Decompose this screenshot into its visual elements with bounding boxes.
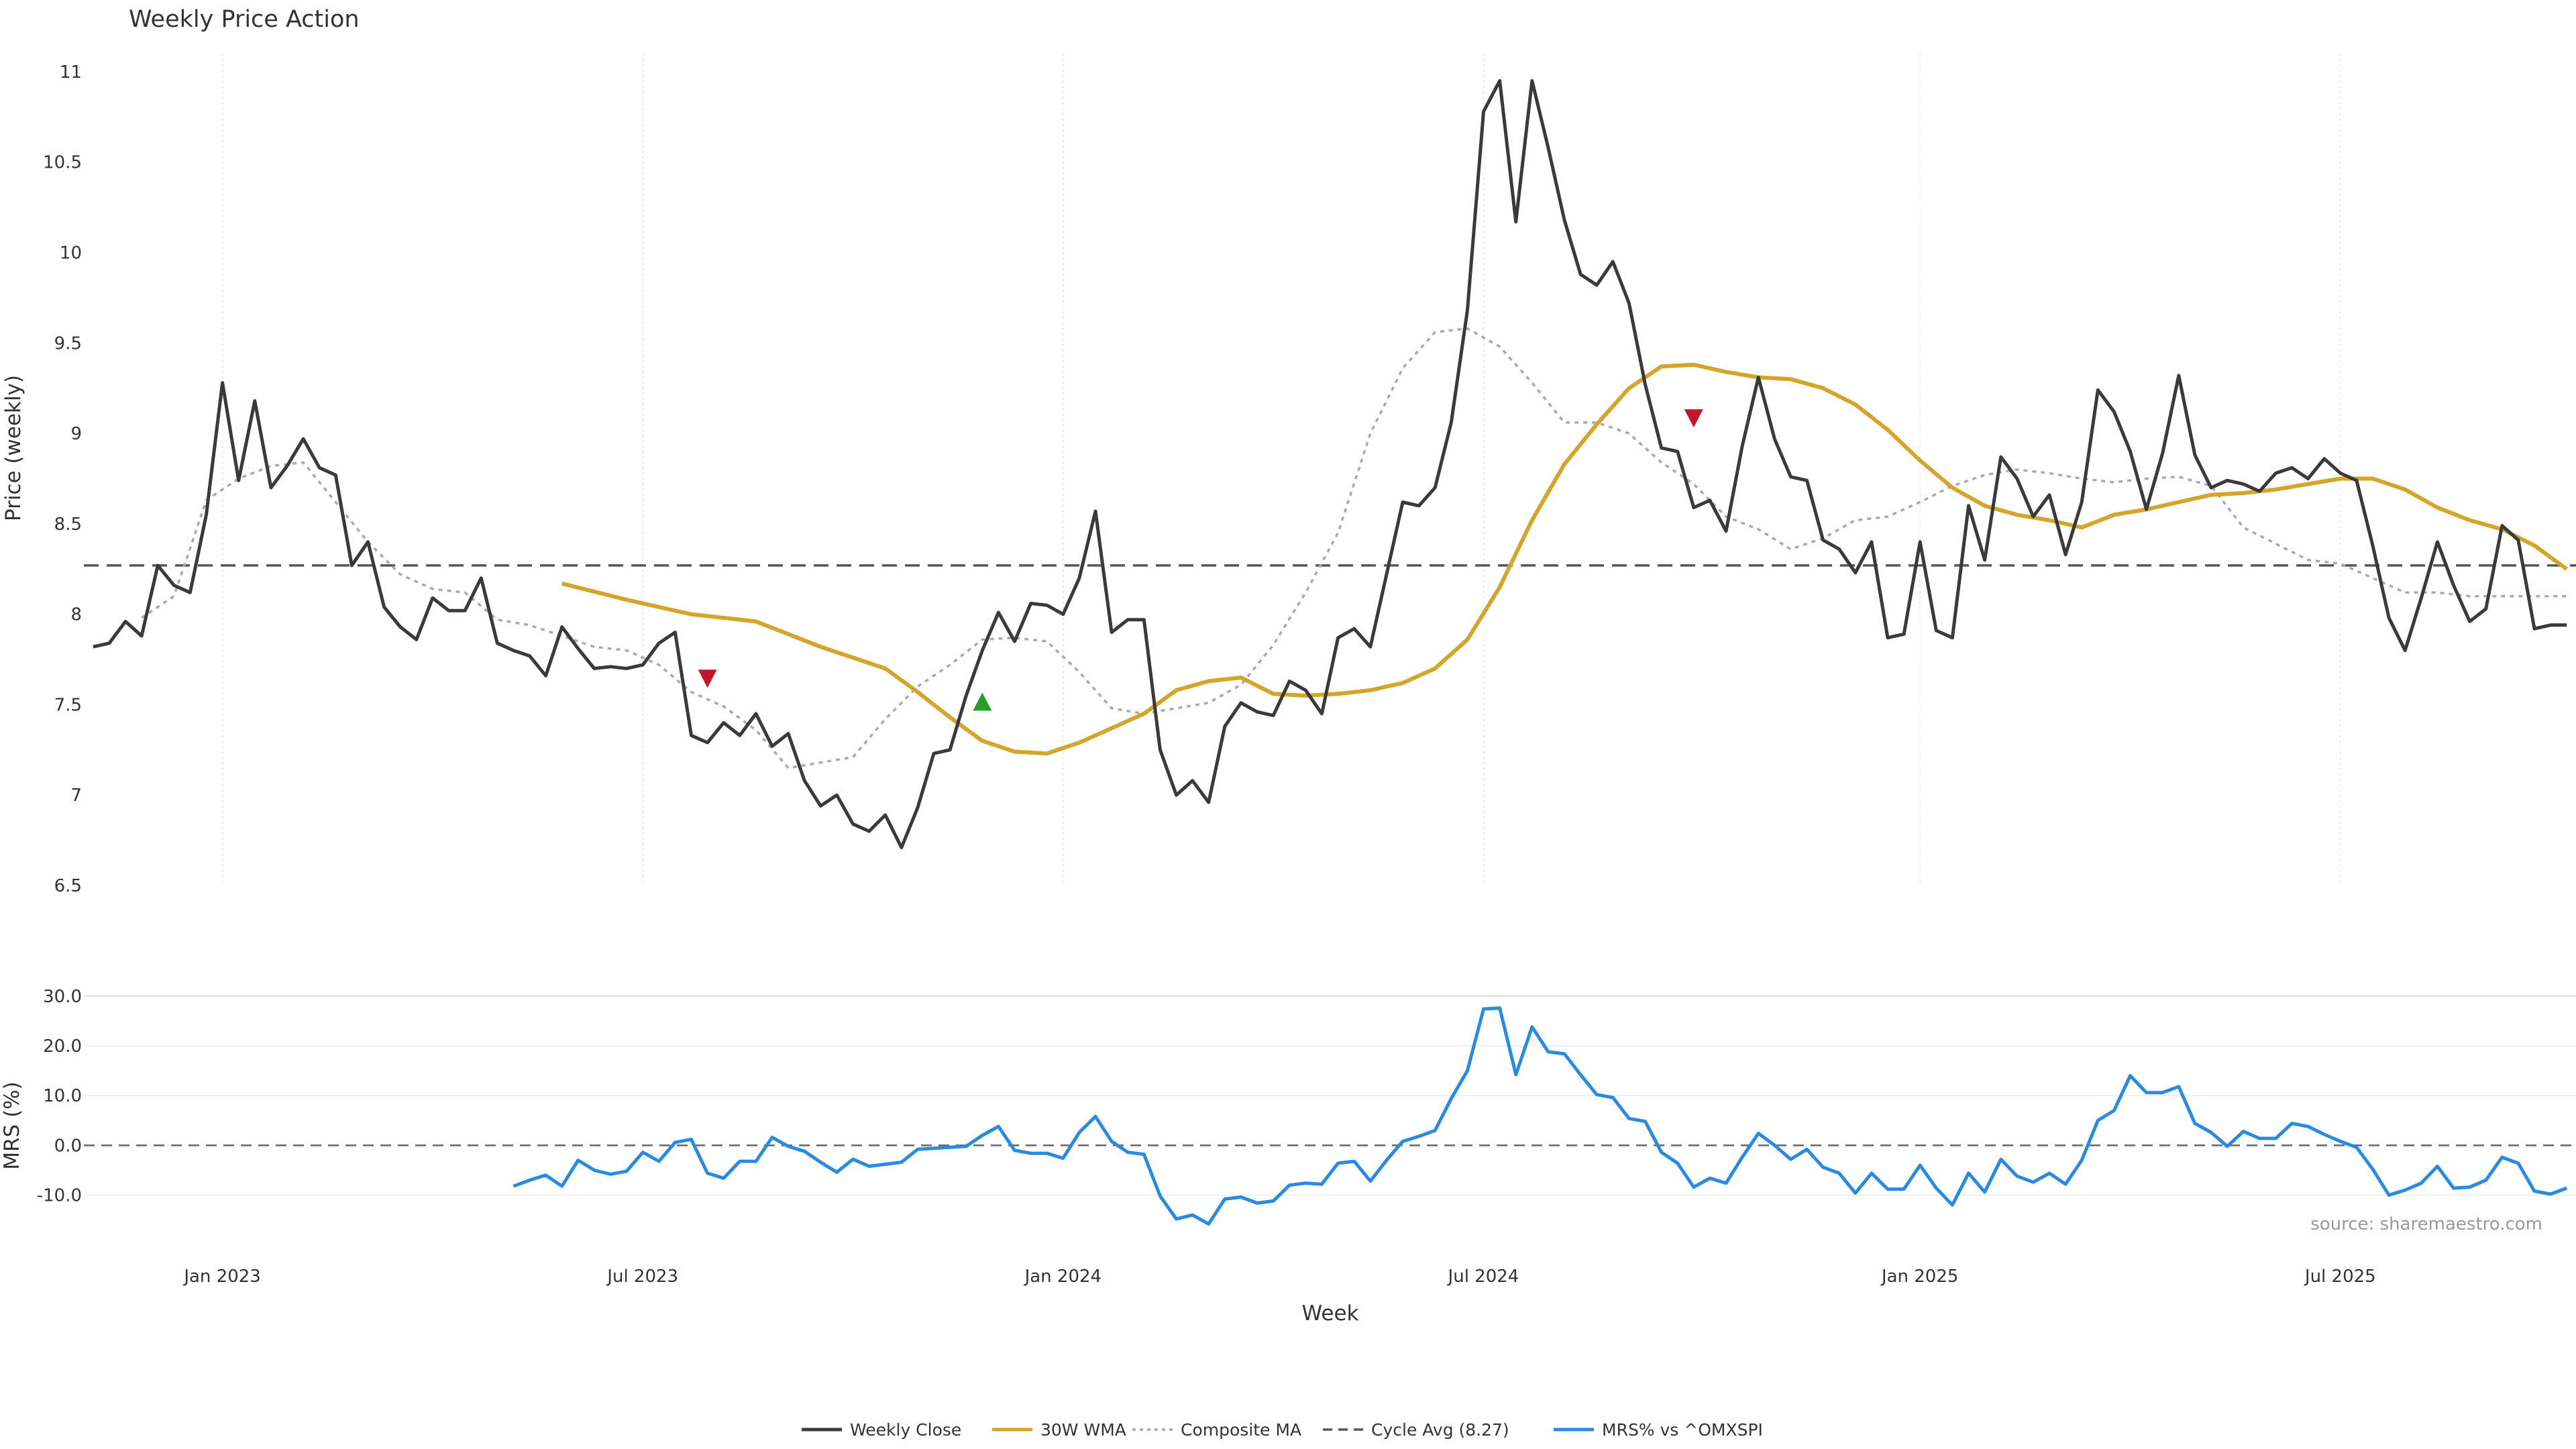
x-tick-jul-2025: Jul 2025	[2304, 1267, 2376, 1287]
price-y-tick-7: 7	[70, 786, 82, 806]
x-axis-ticks: Jan 2023 Jul 2023 Jan 2024 Jul 2024 Jan 2025…	[182, 1267, 2375, 1287]
legend-label-30w-wma: 30W WMA	[1040, 1420, 1126, 1440]
price-y-tick-10-5: 10.5	[43, 153, 82, 173]
legend-item-weekly-close: Weekly Close	[802, 1420, 961, 1440]
legend-item-composite-ma: Composite MA	[1132, 1420, 1301, 1440]
mrs-y-tick-10-0: 10.0	[43, 1086, 82, 1106]
price-y-tick-10: 10	[60, 244, 82, 264]
signal-markers	[698, 409, 1703, 711]
legend-label-mrs-vs-omxspi: MRS% vs ^OMXSPI	[1602, 1420, 1763, 1440]
legend-label-weekly-close: Weekly Close	[850, 1420, 961, 1440]
x-tick-jan-2025: Jan 2025	[1880, 1267, 1959, 1287]
legend-item-30w-wma: 30W WMA	[992, 1420, 1126, 1440]
x-tick-jul-2023: Jul 2023	[606, 1267, 678, 1287]
x-tick-jan-2023: Jan 2023	[182, 1267, 261, 1287]
x-tick-jul-2024: Jul 2024	[1447, 1267, 1519, 1287]
price-y-axis-label: Price (weekly)	[1, 375, 25, 521]
mrs-y-axis-label: MRS (%)	[0, 1081, 24, 1169]
sell-signal-marker-3	[1684, 409, 1703, 428]
x-axis-label: Week	[1302, 1301, 1359, 1326]
legend-label-composite-ma: Composite MA	[1181, 1420, 1301, 1440]
mrs-y-ticks: 30.0 20.0 10.0 0.0 -10.0	[37, 987, 82, 1206]
legend-item-mrs-vs-omxspi: MRS% vs ^OMXSPI	[1554, 1420, 1763, 1440]
mrs-series	[513, 1006, 2568, 1226]
price-y-tick-6-5: 6.5	[54, 876, 82, 896]
sell-signal-marker-1	[698, 669, 717, 688]
series-mrs-vs-omxspi	[513, 1006, 2568, 1226]
legend-label-cycle-avg-8-27: Cycle Avg (8.27)	[1371, 1420, 1509, 1440]
x-tick-jan-2024: Jan 2024	[1024, 1267, 1102, 1287]
mrs-y-tick-20-0: 20.0	[43, 1036, 82, 1057]
price-y-tick-8-5: 8.5	[54, 515, 82, 535]
chart-title: Weekly Price Action	[129, 6, 360, 33]
buy-signal-marker-2	[973, 692, 992, 711]
price-y-tick-8: 8	[70, 605, 82, 625]
source-note: source: sharemaestro.com	[2310, 1214, 2542, 1234]
mrs-panel: 30.0 20.0 10.0 0.0 -10.0 MRS (%) source: sha…	[0, 987, 2576, 1234]
legend-item-cycle-avg-8-27: Cycle Avg (8.27)	[1323, 1420, 1509, 1440]
price-y-tick-11: 11	[60, 62, 82, 83]
price-panel: 6.5 7 7.5 8 8.5 9 9.5 10 10.5 11 Price (weekly)	[1, 54, 2576, 896]
legend: Weekly Close 30W WMA Composite MA Cycle Avg…	[802, 1420, 1763, 1440]
series-30w-wma	[561, 362, 2568, 756]
mrs-y-tick-10-0: -10.0	[37, 1186, 82, 1206]
price-y-tick-9-5: 9.5	[54, 333, 82, 354]
price-series	[93, 78, 2568, 849]
series-weekly-close	[93, 78, 2567, 849]
series-composite-ma	[141, 327, 2567, 769]
price-y-ticks: 6.5 7 7.5 8 8.5 9 9.5 10 10.5 11	[43, 62, 82, 896]
mrs-y-tick-0-0: 0.0	[54, 1136, 82, 1156]
mrs-y-tick-30-0: 30.0	[43, 987, 82, 1007]
mrs-gridlines	[84, 995, 2576, 1196]
price-y-tick-9: 9	[70, 424, 82, 444]
price-gridlines	[221, 54, 2341, 885]
price-y-tick-7-5: 7.5	[54, 695, 82, 715]
